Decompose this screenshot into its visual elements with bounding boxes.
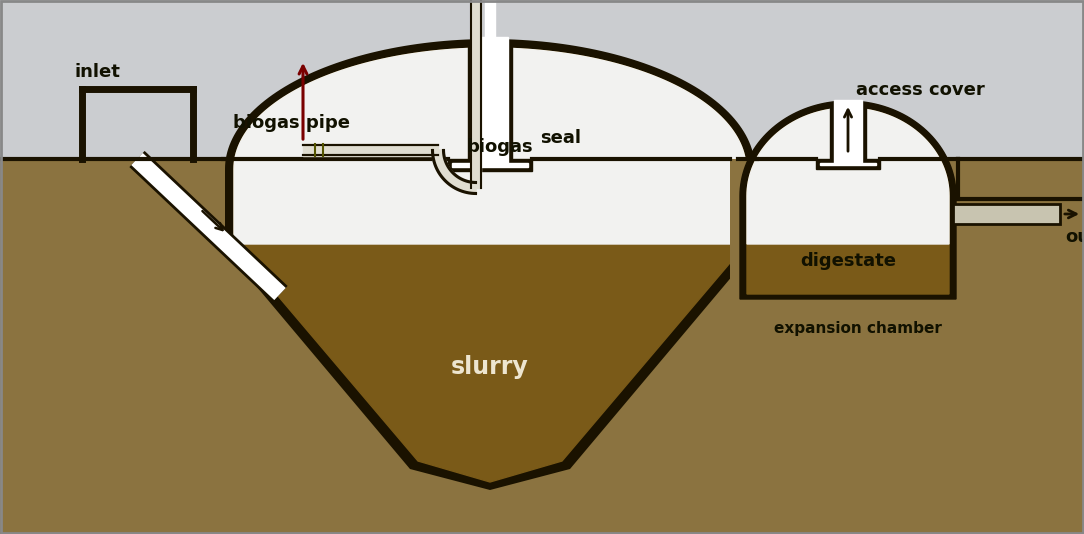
Bar — [0, 165, 1084, 170]
Bar — [0, 190, 1084, 195]
Polygon shape — [816, 104, 880, 169]
Text: biogas: biogas — [467, 137, 533, 155]
Bar — [0, 155, 1084, 160]
Bar — [0, 185, 1084, 190]
Bar — [0, 160, 1084, 165]
Bar — [0, 130, 1084, 135]
Bar — [0, 255, 1084, 260]
Polygon shape — [730, 159, 757, 534]
Bar — [0, 265, 1084, 270]
Text: digestate: digestate — [800, 253, 896, 271]
Bar — [0, 10, 1084, 15]
Bar — [0, 20, 1084, 25]
Bar — [0, 60, 1084, 65]
Bar — [0, 85, 1084, 90]
Bar — [0, 95, 1084, 100]
Bar — [0, 180, 1084, 185]
Bar — [0, 290, 1084, 295]
Bar — [0, 270, 1084, 275]
Bar — [0, 100, 1084, 105]
Bar — [0, 30, 1084, 35]
Bar — [0, 195, 1084, 200]
Text: access cover: access cover — [856, 81, 984, 99]
Bar — [0, 215, 1084, 220]
Bar — [0, 55, 1084, 60]
Bar — [0, 5, 1084, 10]
Bar — [0, 170, 1084, 175]
Polygon shape — [820, 100, 876, 165]
Bar — [0, 105, 1084, 110]
Text: outlet: outlet — [1064, 228, 1084, 246]
Polygon shape — [234, 48, 746, 482]
Bar — [0, 75, 1084, 80]
Bar — [0, 200, 1084, 205]
Polygon shape — [747, 108, 948, 244]
Bar — [0, 275, 1084, 280]
Bar — [0, 145, 1084, 150]
Polygon shape — [740, 101, 956, 299]
Bar — [0, 115, 1084, 120]
Bar — [0, 140, 1084, 145]
Bar — [738, 159, 757, 534]
Bar — [0, 230, 1084, 235]
Polygon shape — [452, 37, 528, 167]
Bar — [0, 135, 1084, 140]
Bar — [0, 125, 1084, 130]
Bar — [0, 220, 1084, 225]
Bar — [0, 245, 1084, 250]
Polygon shape — [234, 48, 746, 244]
Bar — [0, 0, 1084, 5]
Bar — [0, 150, 1084, 155]
Polygon shape — [225, 39, 754, 490]
Bar — [0, 40, 1084, 45]
Bar — [741, 164, 752, 191]
Bar — [0, 50, 1084, 55]
Bar — [953, 204, 1060, 224]
Text: biogas pipe: biogas pipe — [233, 114, 350, 132]
Bar — [0, 235, 1084, 240]
Polygon shape — [448, 41, 532, 171]
Bar — [0, 285, 1084, 290]
Bar — [0, 120, 1084, 125]
Bar — [0, 175, 1084, 180]
Bar — [0, 80, 1084, 85]
Polygon shape — [485, 0, 495, 37]
Bar — [0, 210, 1084, 215]
Bar — [0, 90, 1084, 95]
Bar — [0, 45, 1084, 50]
Polygon shape — [747, 108, 948, 294]
Bar — [958, 159, 1084, 534]
Bar — [0, 225, 1084, 230]
Bar — [0, 70, 1084, 75]
Bar — [0, 65, 1084, 70]
Text: expansion chamber: expansion chamber — [774, 321, 942, 336]
Polygon shape — [0, 159, 223, 534]
Text: seal: seal — [540, 129, 581, 147]
Text: slurry: slurry — [451, 355, 529, 379]
Polygon shape — [433, 150, 476, 194]
Bar — [0, 250, 1084, 255]
Bar — [0, 25, 1084, 30]
Bar — [0, 260, 1084, 265]
Bar — [0, 240, 1084, 245]
Bar — [0, 205, 1084, 210]
Bar — [0, 159, 1084, 534]
Bar — [0, 110, 1084, 115]
Bar — [0, 280, 1084, 285]
Bar — [0, 35, 1084, 40]
Bar — [0, 15, 1084, 20]
Text: inlet: inlet — [74, 63, 120, 81]
